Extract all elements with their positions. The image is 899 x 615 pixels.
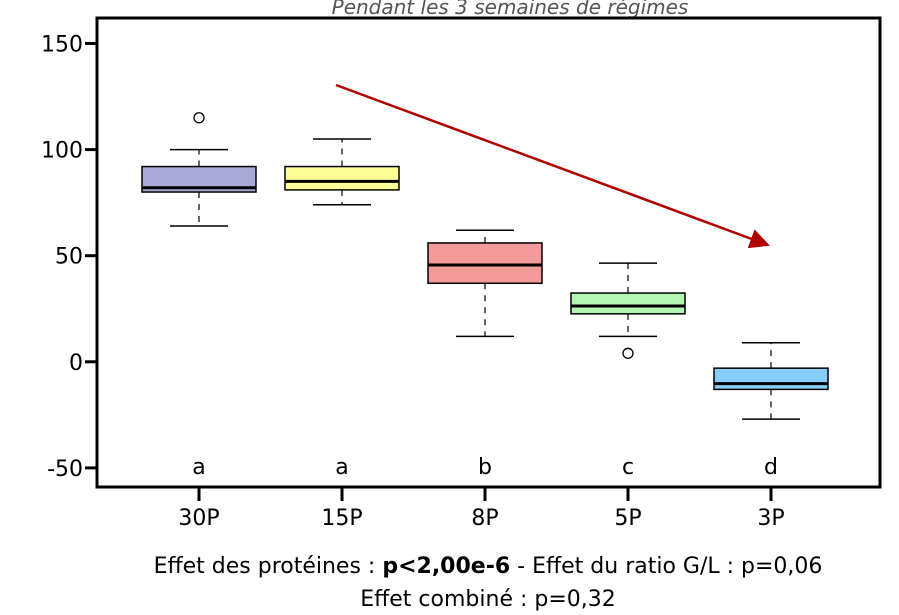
footer-line2: Effet combiné : p=0,32 [360, 587, 616, 612]
x-tick-label: 15P [321, 506, 362, 531]
footer-bold: p<2,00e-6 [382, 554, 510, 579]
y-tick-label: 0 [69, 351, 83, 376]
box [284, 165, 400, 191]
y-tick-label: 150 [41, 32, 83, 57]
group-letter: c [622, 455, 634, 480]
y-tick-label: 50 [55, 245, 83, 270]
group-letter: a [192, 455, 205, 480]
group-letter: d [764, 455, 778, 480]
outlier [193, 112, 205, 124]
box [713, 367, 829, 391]
x-tick-label: 3P [757, 506, 784, 531]
chart-title: Pendant les 3 semaines de régimes [332, 0, 689, 19]
footer-suffix: - Effet du ratio G/L : p=0,06 [510, 554, 822, 579]
plot-frame [95, 16, 882, 489]
outlier [622, 347, 634, 359]
x-tick-label: 8P [471, 506, 498, 531]
x-tick-label: 30P [178, 506, 219, 531]
x-tick-label: 5P [614, 506, 641, 531]
trend-arrow [335, 83, 770, 249]
y-tick-label: 100 [41, 139, 83, 164]
group-letter: a [335, 455, 348, 480]
box [570, 292, 686, 315]
footer-prefix: Effet des protéines : [154, 554, 383, 579]
box [427, 242, 543, 285]
y-tick-label: -50 [47, 457, 83, 482]
group-letter: b [478, 455, 492, 480]
footer-line1: Effet des protéines : p<2,00e-6 - Effet … [154, 554, 823, 579]
